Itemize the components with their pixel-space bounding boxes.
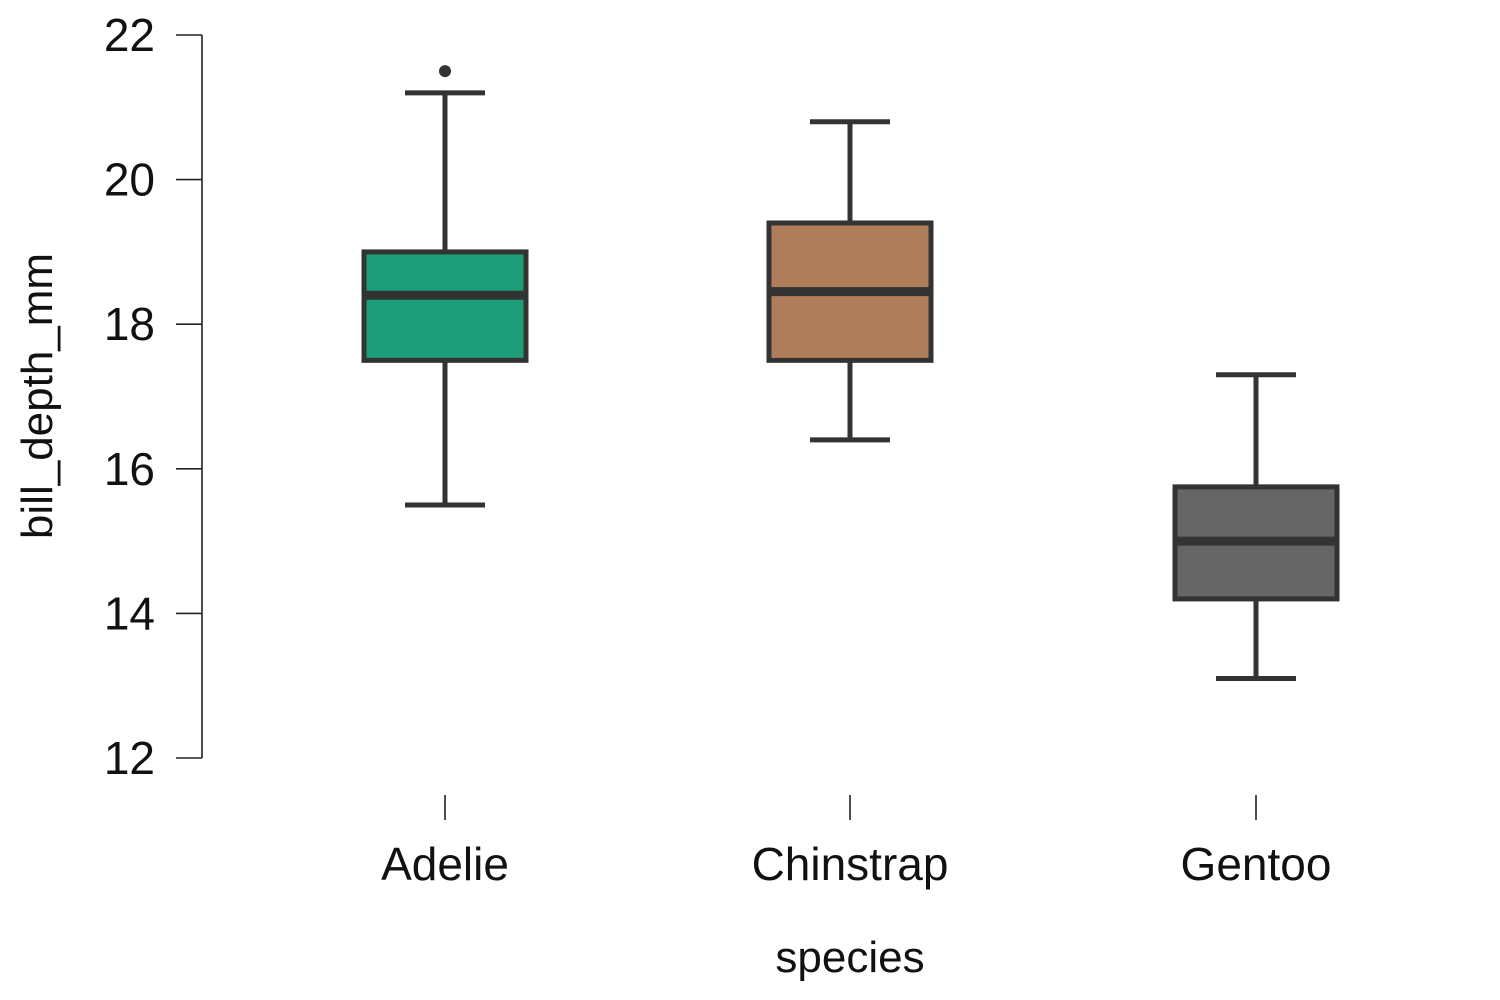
y-tick-label: 12 [104,732,155,784]
outlier-point [439,65,451,78]
plot-area [361,65,1340,681]
x-axis-title: species [775,933,924,982]
y-tick-label: 14 [104,587,155,639]
y-axis: 12 14 16 18 20 22 [104,9,203,784]
x-tick-label: Chinstrap [752,838,949,890]
x-axis: Adelie Chinstrap Gentoo [381,795,1331,890]
box-group-gentoo [1172,372,1340,681]
iqr-box [361,249,529,363]
y-tick-label: 22 [104,9,155,61]
y-tick-label: 16 [104,443,155,495]
box-group-adelie [361,65,529,508]
x-tick-label: Adelie [381,838,509,890]
x-tick-label: Gentoo [1181,838,1332,890]
box-group-chinstrap [766,119,934,443]
y-tick-label: 18 [104,298,155,350]
y-tick-label: 20 [104,154,155,206]
y-axis-title: bill_depth_mm [13,253,62,539]
